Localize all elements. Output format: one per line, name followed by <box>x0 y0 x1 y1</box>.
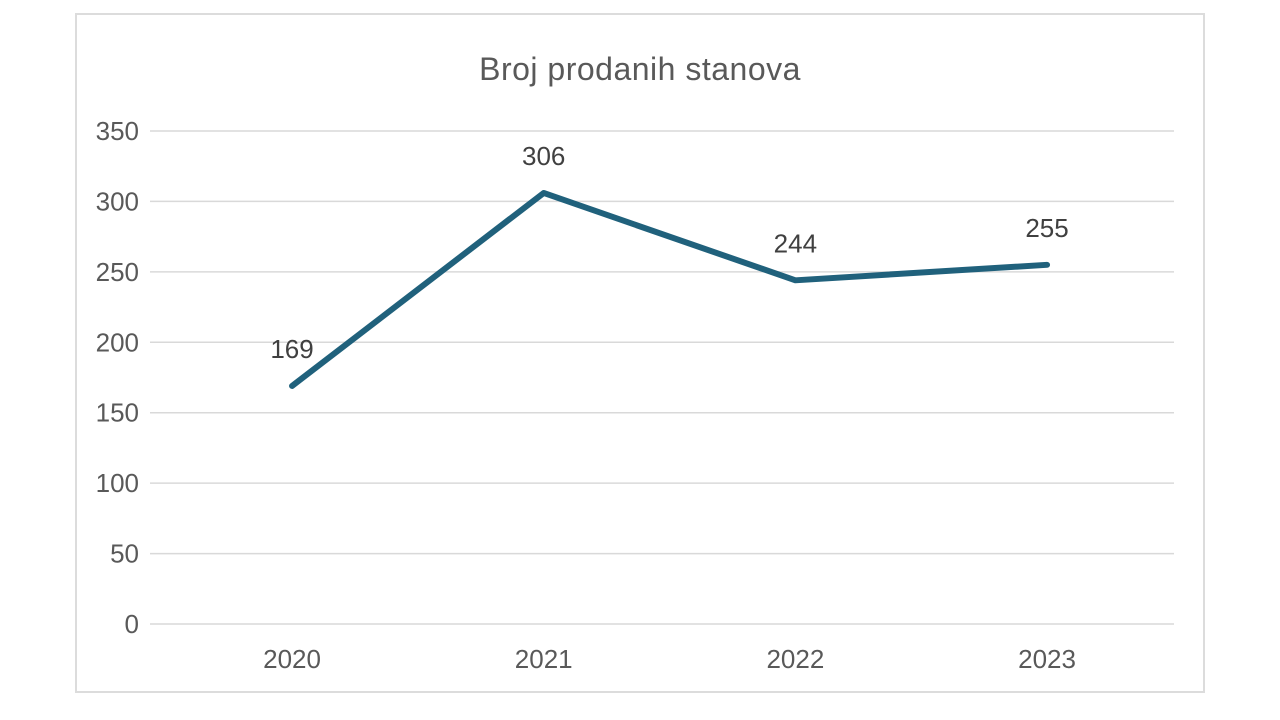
y-tick-label: 50 <box>110 539 139 569</box>
x-tick-label: 2023 <box>1018 644 1076 674</box>
x-tick-label: 2021 <box>515 644 573 674</box>
y-tick-label: 300 <box>96 186 139 216</box>
data-label: 169 <box>270 334 313 364</box>
chart-svg: 0 50 100 150 200 250 300 350 2020 2021 2022 2023 169… <box>96 116 1174 674</box>
data-label: 255 <box>1025 213 1068 243</box>
chart-frame: Broj prodanih stanova 0 50 100 150 200 250 300… <box>75 13 1205 693</box>
y-tick-label: 100 <box>96 468 139 498</box>
y-tick-label: 350 <box>96 116 139 146</box>
y-tick-label: 200 <box>96 327 139 357</box>
x-tick-label: 2022 <box>766 644 824 674</box>
chart-title: Broj prodanih stanova <box>479 51 801 87</box>
series-line <box>289 189 1051 389</box>
data-label: 306 <box>522 141 565 171</box>
y-tick-label: 150 <box>96 398 139 428</box>
x-tick-label: 2020 <box>263 644 321 674</box>
data-label: 244 <box>774 228 817 258</box>
y-tick-label: 0 <box>125 609 139 639</box>
y-tick-label: 250 <box>96 257 139 287</box>
